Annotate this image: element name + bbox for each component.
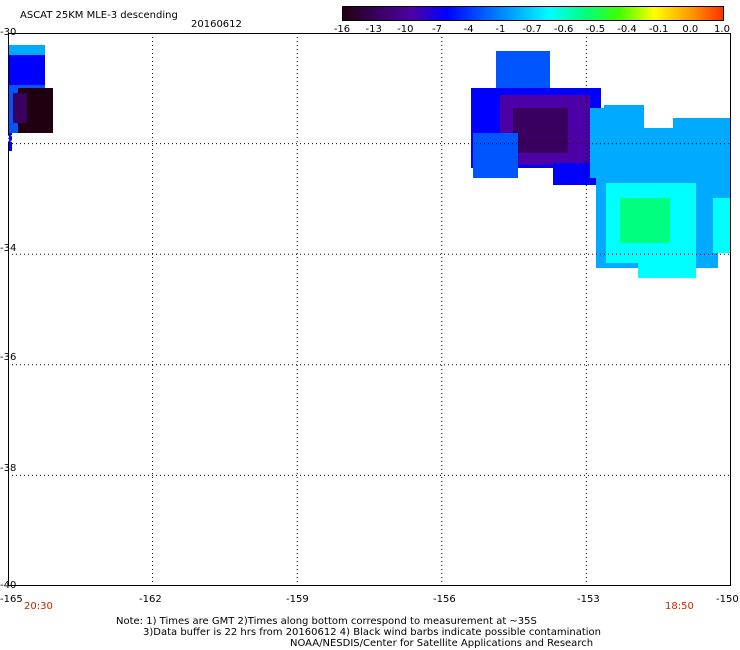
colorbar-tick-label: 0.0 — [682, 24, 699, 35]
x-label-159: -159 — [286, 594, 309, 605]
note-line-2: 3)Data buffer is 22 hrs from 20160612 4)… — [143, 627, 601, 638]
swath-cell — [620, 198, 670, 243]
colorbar-tick-label: -0.7 — [522, 24, 542, 35]
y-label-32: -32 — [0, 134, 17, 145]
colorbar-tick-label: -0.1 — [648, 24, 669, 35]
x-label-162: -162 — [139, 594, 162, 605]
colorbar-tick-label: -4 — [463, 24, 474, 35]
colorbar — [342, 6, 724, 21]
swath-cell — [8, 45, 45, 55]
colorbar-tick-label: -16 — [333, 24, 351, 35]
swath-cell — [8, 133, 12, 151]
x-label-156: -156 — [433, 594, 456, 605]
x-label-150: -150 — [716, 594, 739, 605]
x-label-165: -165 — [0, 594, 23, 605]
swath-cell — [553, 163, 601, 185]
map-frame — [8, 33, 731, 586]
map-plot — [8, 33, 731, 586]
swath-cell — [638, 258, 696, 278]
note-line-1: Note: 1) Times are GMT 2)Times along bot… — [116, 616, 537, 627]
colorbar-tick-label: -13 — [365, 24, 382, 35]
y-label-34: -34 — [0, 243, 17, 254]
x-label-153: -153 — [577, 594, 600, 605]
colorbar-tick-label: -0.6 — [553, 24, 574, 35]
swath-cell — [713, 198, 731, 253]
colorbar-tick-label: -7 — [432, 24, 442, 35]
colorbar-tick-label: -1 — [495, 24, 506, 35]
swath-cell — [513, 108, 568, 153]
swath-cell — [473, 133, 518, 178]
y-label-38: -38 — [0, 463, 17, 474]
colorbar-tick-label: -0.4 — [617, 24, 637, 35]
colorbar-tick-label: -0.5 — [585, 24, 606, 35]
map-title: ASCAT 25KM MLE-3 descending — [20, 10, 178, 21]
y-label-36: -36 — [0, 352, 17, 363]
swath-cell — [604, 105, 644, 130]
y-label-40: -40 — [0, 580, 17, 591]
swath-cell — [13, 93, 27, 123]
time-right: 18:50 — [665, 601, 694, 612]
colorbar-tick-labels: -16 -13 -10 -7 -4 -1 -0.7 -0.6 -0.5 -0.4 -0.1 0.0 1.… — [334, 24, 730, 38]
map-date: 20160612 — [191, 19, 242, 30]
swath-cell — [8, 55, 45, 85]
swath-cell — [496, 51, 550, 91]
note-line-3: NOAA/NESDIS/Center for Satellite Applica… — [290, 638, 594, 649]
colorbar-tick-label: -10 — [397, 24, 414, 35]
time-left: 20:30 — [24, 601, 53, 612]
colorbar-tick-label: 1.0 — [714, 24, 730, 35]
map-svg — [8, 33, 731, 586]
y-label-30: -30 — [0, 27, 17, 38]
